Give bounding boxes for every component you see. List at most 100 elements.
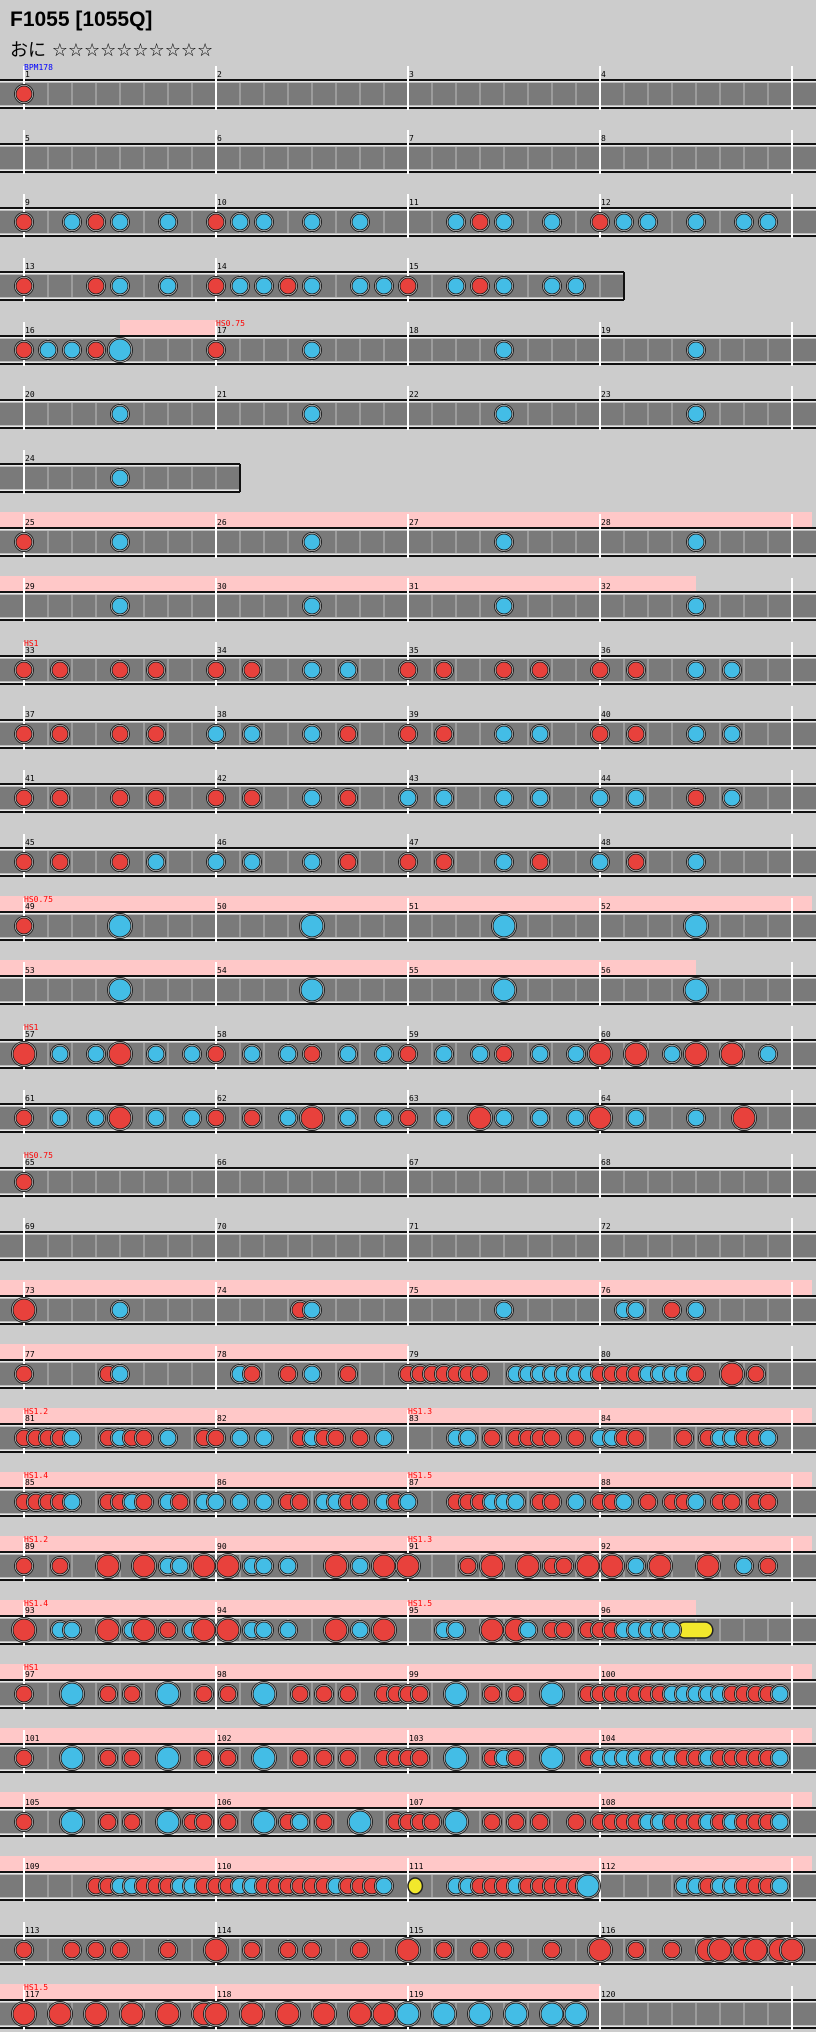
scroll-speed-command: HS1.2 xyxy=(24,1535,48,1544)
don-note xyxy=(543,1429,561,1447)
measure-number: 94 xyxy=(217,1606,227,1615)
don-note xyxy=(87,213,105,231)
ka-note xyxy=(303,213,321,231)
ka-note xyxy=(303,789,321,807)
measure-number: 68 xyxy=(601,1158,611,1167)
scroll-speed-band xyxy=(0,1792,812,1808)
measure-number: 75 xyxy=(409,1286,419,1295)
don-note xyxy=(327,1429,345,1447)
big-ka-note xyxy=(576,1874,600,1898)
ka-note xyxy=(231,1429,249,1447)
don-note xyxy=(399,661,417,679)
scroll-speed-command: HS1.5 xyxy=(408,1599,432,1608)
big-don-note xyxy=(588,1106,612,1130)
measure-number: 103 xyxy=(409,1734,424,1743)
ka-note xyxy=(531,1045,549,1063)
ka-note xyxy=(447,213,465,231)
don-note xyxy=(627,725,645,743)
don-note xyxy=(627,1941,645,1959)
ka-note xyxy=(159,213,177,231)
don-note xyxy=(555,1557,573,1575)
big-ka-note xyxy=(444,1810,468,1834)
measure-number: 63 xyxy=(409,1094,419,1103)
big-ka-note xyxy=(444,1682,468,1706)
don-note xyxy=(15,533,33,551)
ka-note xyxy=(531,725,549,743)
measure-number: 16 xyxy=(25,326,35,335)
ka-note xyxy=(687,533,705,551)
measure-number: 26 xyxy=(217,518,227,527)
measure-number: 96 xyxy=(601,1606,611,1615)
big-don-note xyxy=(516,1554,540,1578)
ka-note xyxy=(687,725,705,743)
big-don-note xyxy=(204,1938,228,1962)
don-note xyxy=(15,853,33,871)
don-note xyxy=(399,853,417,871)
don-note xyxy=(123,1813,141,1831)
measure-number: 17 xyxy=(217,326,227,335)
measure-number: 89 xyxy=(25,1542,35,1551)
big-don-note xyxy=(372,1618,396,1642)
ka-note xyxy=(111,597,129,615)
don-note xyxy=(111,789,129,807)
ka-note xyxy=(735,1557,753,1575)
don-note xyxy=(723,1493,741,1511)
ka-note xyxy=(543,213,561,231)
don-note xyxy=(627,661,645,679)
ka-note xyxy=(567,1109,585,1127)
ka-note xyxy=(495,277,513,295)
don-note xyxy=(483,1685,501,1703)
don-note xyxy=(339,725,357,743)
measure-number: 112 xyxy=(601,1862,616,1871)
don-note xyxy=(423,1813,441,1831)
ka-note xyxy=(627,1109,645,1127)
don-note xyxy=(15,1685,33,1703)
measure-number: 69 xyxy=(25,1222,35,1231)
measure-number: 35 xyxy=(409,646,419,655)
big-don-note xyxy=(84,2002,108,2026)
ka-note xyxy=(111,1301,129,1319)
big-ka-note xyxy=(492,914,516,938)
ka-note xyxy=(351,1557,369,1575)
don-note xyxy=(195,1749,213,1767)
don-note xyxy=(507,1749,525,1767)
don-note xyxy=(303,1941,321,1959)
measure-number: 97 xyxy=(25,1670,35,1679)
don-note xyxy=(759,1493,777,1511)
ka-note xyxy=(435,1109,453,1127)
ka-note xyxy=(339,661,357,679)
measure-number: 83 xyxy=(409,1414,419,1423)
measure-number: 91 xyxy=(409,1542,419,1551)
measure-number: 14 xyxy=(217,262,227,271)
don-note xyxy=(171,1493,189,1511)
don-note xyxy=(627,853,645,871)
ka-note xyxy=(531,1109,549,1127)
ka-note xyxy=(51,1045,69,1063)
measure-number: 25 xyxy=(25,518,35,527)
ka-note xyxy=(111,213,129,231)
measure-number: 38 xyxy=(217,710,227,719)
big-don-note xyxy=(624,1042,648,1066)
measure-number: 82 xyxy=(217,1414,227,1423)
don-note xyxy=(87,277,105,295)
ka-note xyxy=(687,405,705,423)
don-note xyxy=(279,1365,297,1383)
don-note xyxy=(243,661,261,679)
don-note xyxy=(459,1557,477,1575)
big-ka-note xyxy=(60,1810,84,1834)
ka-note xyxy=(495,853,513,871)
don-note xyxy=(315,1749,333,1767)
ka-note xyxy=(255,1493,273,1511)
scroll-speed-band xyxy=(0,512,812,528)
don-note xyxy=(339,1749,357,1767)
measure-number: 13 xyxy=(25,262,35,271)
big-ka-note xyxy=(156,1682,180,1706)
measure-number: 28 xyxy=(601,518,611,527)
measure-number: 73 xyxy=(25,1286,35,1295)
scroll-speed-band xyxy=(0,1984,600,2000)
big-don-note xyxy=(192,1618,216,1642)
ka-note xyxy=(303,1301,321,1319)
measure-number: 81 xyxy=(25,1414,35,1423)
measure-number: 37 xyxy=(25,710,35,719)
